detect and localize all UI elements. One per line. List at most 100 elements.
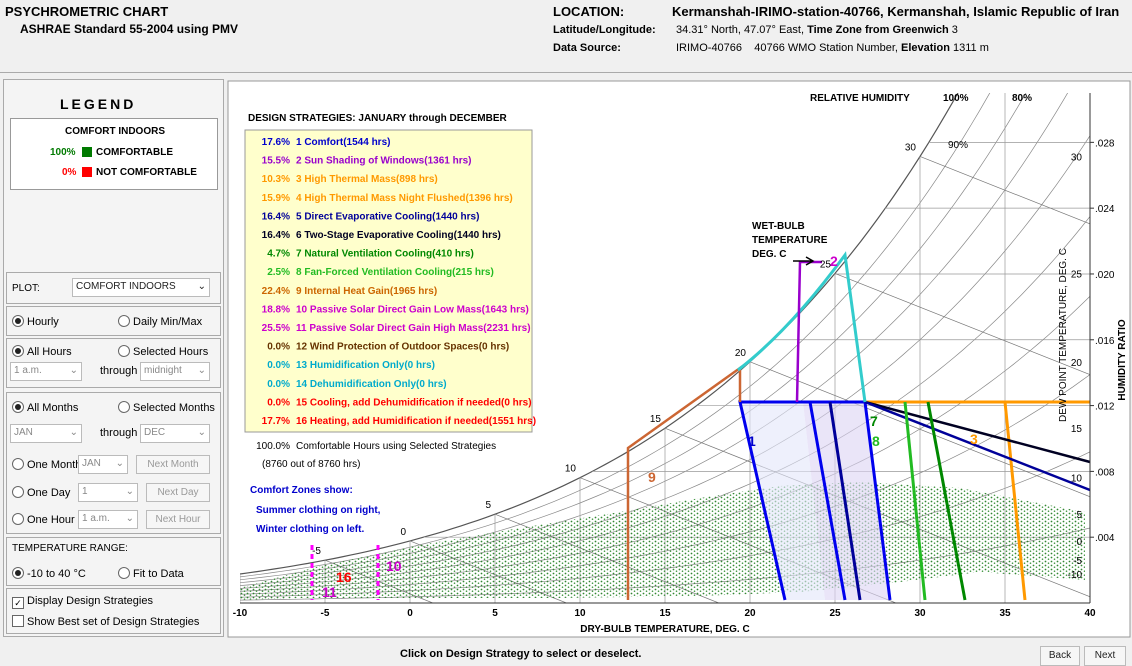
month-from[interactable]: JAN ⌄ bbox=[10, 424, 82, 443]
strategy-item[interactable]: 16.4% 6 Two-Stage Evaporative Cooling(144… bbox=[262, 230, 501, 241]
strategies-box bbox=[244, 129, 533, 433]
total-label: Comfortable Hours using Selected Strateg… bbox=[296, 441, 496, 452]
latlon: 34.31° North, 47.07° East, bbox=[676, 24, 805, 36]
checkbox-display[interactable]: ✓ Display Design Strategies bbox=[12, 595, 153, 609]
next-day-button[interactable]: Next Day bbox=[146, 483, 210, 502]
one-hour-select[interactable]: 1 a.m. ⌄ bbox=[78, 510, 138, 529]
strategy-item[interactable]: 0.0% 15 Cooling, add Dehumidification if … bbox=[267, 397, 531, 408]
total-percent: 100.0% bbox=[256, 441, 290, 452]
dewpoint-label: 0 bbox=[1076, 537, 1082, 548]
strategy-label: 12 Wind Protection of Outdoor Spaces(0 h… bbox=[296, 342, 509, 353]
radio-one-month[interactable]: One Month bbox=[12, 458, 81, 471]
strategy-item[interactable]: 0.0% 13 Humidification Only(0 hrs) bbox=[267, 360, 435, 371]
next-month-button[interactable]: Next Month bbox=[136, 455, 210, 474]
strategy-item[interactable]: 17.7% 16 Heating, add Humidification if n… bbox=[262, 416, 536, 427]
y-tick-label: .016 bbox=[1095, 336, 1115, 347]
radio-all-months[interactable]: All Months bbox=[12, 401, 78, 414]
strategy-percent: 18.8% bbox=[262, 304, 290, 315]
radio-all-hours[interactable]: All Hours bbox=[12, 345, 72, 358]
one-month-select[interactable]: JAN ⌄ bbox=[78, 455, 128, 474]
rh-label: 90% bbox=[948, 140, 968, 151]
strategy-percent: 17.6% bbox=[262, 137, 290, 148]
strategy-item[interactable]: 16.4% 5 Direct Evaporative Cooling(1440 h… bbox=[262, 211, 480, 222]
sun-shading-zone bbox=[737, 251, 867, 403]
wetbulb-label: 25 bbox=[820, 259, 832, 270]
zone-labels: 1 2 3 7 8 9 10 11 16 bbox=[322, 253, 978, 600]
strategy-item[interactable]: 15.9% 4 High Thermal Mass Night Flushed(1… bbox=[262, 193, 513, 204]
checkbox-best[interactable]: Show Best set of Design Strategies bbox=[12, 615, 199, 628]
radio-one-hour[interactable]: One Hour bbox=[12, 513, 75, 526]
evaporative-zone bbox=[828, 401, 862, 601]
wetbulb-label: 5 bbox=[485, 500, 491, 511]
zone-label: 10 bbox=[386, 558, 402, 574]
radio-range[interactable]: -10 to 40 °C bbox=[12, 567, 86, 580]
hour-to[interactable]: midnight ⌄ bbox=[140, 362, 210, 381]
strategy-item[interactable]: 0.0% 12 Wind Protection of Outdoor Spaces… bbox=[267, 342, 509, 353]
strategy-item[interactable]: 10.3% 3 High Thermal Mass(898 hrs) bbox=[262, 174, 438, 185]
strategy-label: 2 Sun Shading of Windows(1361 hrs) bbox=[296, 156, 471, 167]
app-subtitle: ASHRAE Standard 55-2004 using PMV bbox=[20, 22, 239, 36]
strategy-percent: 16.4% bbox=[262, 211, 290, 222]
strategy-label: 4 High Thermal Mass Night Flushed(1396 h… bbox=[296, 193, 513, 204]
radio-fit[interactable]: Fit to Data bbox=[118, 567, 184, 580]
strategy-item[interactable]: 2.5% 8 Fan-Forced Ventilation Cooling(215… bbox=[267, 267, 494, 278]
y-tick-label: .004 bbox=[1095, 533, 1115, 544]
comfort-zone-fill bbox=[740, 402, 825, 600]
strategy-percent: 0.0% bbox=[267, 360, 290, 371]
dewpoint-title: DEW POINT TEMPERATURE, DEG. C bbox=[1058, 248, 1069, 422]
latlon-label: Latitude/Longitude: bbox=[553, 24, 656, 36]
strategy-item[interactable]: 22.4% 9 Internal Heat Gain(1965 hrs) bbox=[262, 286, 438, 297]
y-axis-title: HUMIDITY RATIO bbox=[1117, 319, 1128, 401]
elevation-label: Elevation bbox=[901, 42, 950, 54]
radio-label: One Day bbox=[27, 487, 71, 499]
radio-one-day[interactable]: One Day bbox=[12, 486, 70, 499]
dewpoint-label: -10 bbox=[1068, 570, 1083, 581]
strategy-item[interactable]: 18.8% 10 Passive Solar Direct Gain Low Ma… bbox=[262, 304, 529, 315]
next-hour-button[interactable]: Next Hour bbox=[146, 510, 210, 529]
elevation: 1311 m bbox=[952, 42, 989, 54]
strategy-percent: 0.0% bbox=[267, 342, 290, 353]
hour-from[interactable]: 1 a.m. ⌄ bbox=[10, 362, 82, 381]
radio-selected-months[interactable]: Selected Months bbox=[118, 401, 215, 414]
month-to[interactable]: DEC ⌄ bbox=[140, 424, 210, 443]
x-tick-label: 5 bbox=[492, 608, 498, 619]
next-button[interactable]: Next bbox=[1084, 646, 1126, 666]
psychrometric-chart: 1 2 3 7 8 9 10 11 16 DESIGN STRATEGIES: … bbox=[227, 80, 1131, 638]
zone-label: 7 bbox=[870, 413, 878, 429]
radio-selected-hours[interactable]: Selected Hours bbox=[118, 345, 208, 358]
one-day-select[interactable]: 1 ⌄ bbox=[78, 483, 138, 502]
strategy-percent: 15.5% bbox=[262, 156, 290, 167]
x-axis-title: DRY-BULB TEMPERATURE, DEG. C bbox=[580, 624, 749, 635]
legend-label: COMFORTABLE bbox=[96, 147, 174, 158]
through-label: through bbox=[100, 427, 138, 439]
strategy-percent: 2.5% bbox=[267, 267, 290, 278]
one-day-value: 1 bbox=[82, 486, 88, 497]
hour-from-value: 1 a.m. bbox=[14, 365, 42, 376]
strategy-percent: 22.4% bbox=[262, 286, 290, 297]
radio-daily[interactable]: Daily Min/Max bbox=[118, 315, 202, 328]
strategy-item[interactable]: 4.7% 7 Natural Ventilation Cooling(410 hr… bbox=[267, 249, 474, 260]
radio-label: One Month bbox=[27, 459, 82, 471]
legend-swatch bbox=[82, 147, 92, 157]
radio-hourly[interactable]: Hourly bbox=[12, 315, 59, 328]
strategy-item[interactable]: 17.6% 1 Comfort(1544 hrs) bbox=[262, 137, 391, 148]
legend-label: NOT COMFORTABLE bbox=[96, 167, 197, 178]
footer-hint: Click on Design Strategy to select or de… bbox=[400, 648, 642, 660]
plot-dropdown[interactable]: COMFORT INDOORS ⌄ bbox=[72, 278, 210, 297]
strategy-item[interactable]: 15.5% 2 Sun Shading of Windows(1361 hrs) bbox=[262, 156, 472, 167]
wetbulb-label: 15 bbox=[650, 414, 662, 425]
back-button[interactable]: Back bbox=[1040, 646, 1080, 666]
strategy-item[interactable]: 0.0% 14 Dehumidification Only(0 hrs) bbox=[267, 379, 446, 390]
strategy-percent: 17.7% bbox=[262, 416, 290, 427]
legend-heading: COMFORT INDOORS bbox=[65, 126, 165, 137]
zone-label: 16 bbox=[336, 569, 352, 585]
comfort-zone bbox=[808, 401, 847, 601]
y-tick-label: .028 bbox=[1095, 138, 1115, 149]
strategy-item[interactable]: 25.5% 11 Passive Solar Direct Gain High M… bbox=[262, 323, 531, 334]
strategy-label: 1 Comfort(1544 hrs) bbox=[296, 137, 390, 148]
app-title: PSYCHROMETRIC CHART bbox=[5, 4, 169, 19]
dewpoint-label: 15 bbox=[1071, 424, 1083, 435]
strategy-label: 5 Direct Evaporative Cooling(1440 hrs) bbox=[296, 211, 479, 222]
dewpoint-label: -5 bbox=[1073, 556, 1082, 567]
